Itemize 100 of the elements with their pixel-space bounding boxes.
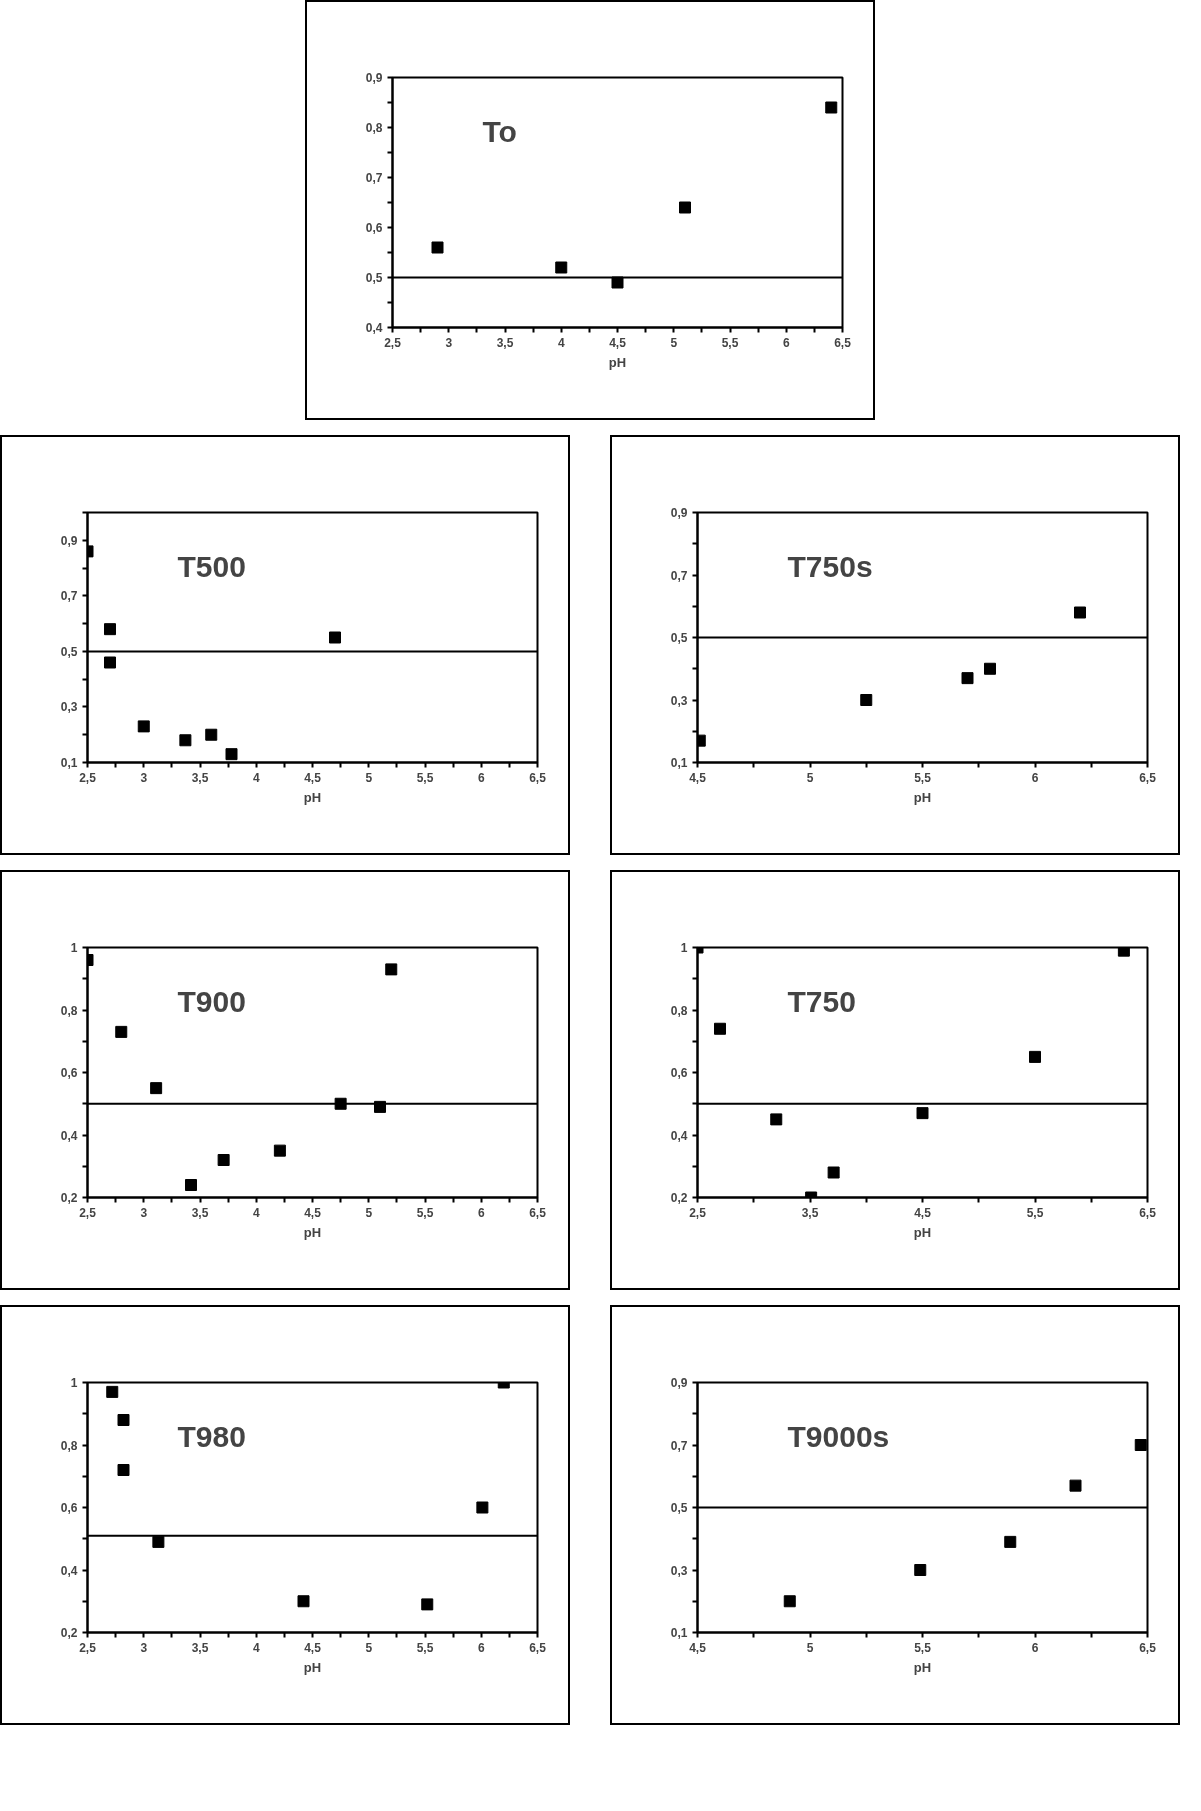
x-tick-label: 2,5: [79, 770, 97, 785]
x-tick-label: 5,5: [416, 1205, 434, 1220]
y-tick-label: 0,7: [670, 1438, 688, 1453]
text: T900: [177, 984, 246, 1018]
y-tick-label: 0,8: [60, 1438, 78, 1453]
y-tick-label: 0,2: [60, 1191, 78, 1205]
x-tick-label: 5: [806, 770, 814, 785]
x-axis-title: pH: [303, 789, 322, 805]
text: T750s: [787, 549, 873, 583]
y-tick-label: 0,5: [670, 631, 688, 645]
x-tick-label: 4,5: [304, 770, 322, 785]
x-tick-label: 4,5: [689, 1640, 707, 1655]
x-axis-title: pH: [608, 354, 627, 370]
y-tick-label: 0,6: [365, 221, 383, 235]
x-tick-label: 5: [365, 1640, 373, 1655]
x-tick-label: 4: [557, 335, 565, 350]
x-tick-label: 5,5: [721, 335, 739, 350]
y-tick-label: 0,9: [670, 1376, 688, 1390]
x-tick-label: 6,5: [529, 1640, 547, 1655]
x-tick-label: 3,5: [191, 1640, 209, 1655]
x-tick-label: 4: [252, 1640, 260, 1655]
y-tick-label: 0,9: [60, 533, 78, 548]
x-tick-label: 3,5: [496, 335, 514, 350]
x-tick-label: 2,5: [79, 1640, 97, 1655]
x-tick-label: 4,5: [914, 1205, 932, 1220]
x-tick-label: 6: [477, 770, 485, 785]
x-tick-label: 6: [477, 1205, 485, 1220]
x-tick-label: 5,5: [416, 770, 434, 785]
x-tick-label: 6,5: [1139, 1205, 1157, 1220]
y-tick-label: 0,7: [670, 568, 688, 583]
y-tick-label: 0,4: [365, 321, 383, 335]
x-tick-label: 5: [670, 335, 678, 350]
y-tick-label: 0,8: [365, 121, 383, 135]
x-tick-label: 3: [445, 335, 453, 350]
x-tick-label: 3: [140, 1640, 148, 1655]
x-tick-label: 3,5: [191, 1205, 209, 1220]
text: T500: [177, 549, 246, 583]
x-tick-label: 3: [140, 770, 148, 785]
x-tick-label: 6,5: [1139, 1640, 1157, 1655]
y-tick-label: 0,9: [365, 71, 383, 85]
y-tick-label: 0,6: [60, 1501, 78, 1515]
x-tick-label: 6,5: [529, 770, 547, 785]
x-tick-label: 4,5: [304, 1205, 322, 1220]
y-tick-label: 0,1: [670, 1626, 688, 1640]
x-tick-label: 4,5: [304, 1640, 322, 1655]
x-tick-label: 5,5: [416, 1640, 434, 1655]
y-tick-label: 0,8: [60, 1003, 78, 1018]
x-tick-label: 4,5: [689, 770, 707, 785]
y-tick-label: 0,6: [60, 1066, 78, 1080]
x-tick-label: 2,5: [79, 1205, 97, 1220]
x-tick-label: 6: [1031, 1640, 1039, 1655]
x-tick-label: 5,5: [914, 1640, 932, 1655]
y-tick-label: 0,5: [60, 644, 78, 659]
x-tick-label: 4: [252, 1205, 260, 1220]
y-tick-label: 0,1: [670, 756, 688, 770]
y-tick-label: 0,6: [670, 1066, 688, 1080]
x-axis-title: pH: [303, 1224, 322, 1240]
x-tick-label: 5,5: [914, 770, 932, 785]
y-tick-label: 0,7: [365, 171, 383, 185]
y-tick-label: 0,4: [670, 1128, 688, 1143]
x-tick-label: 6: [782, 335, 790, 350]
x-axis-title: pH: [913, 1224, 932, 1240]
x-tick-label: 2,5: [689, 1205, 707, 1220]
x-tick-label: 5: [365, 1205, 373, 1220]
y-tick-label: 0,2: [60, 1626, 78, 1640]
y-tick-label: 0,9: [670, 506, 688, 520]
x-axis-title: pH: [913, 1659, 932, 1675]
x-tick-label: 3: [140, 1205, 148, 1220]
x-axis-title: pH: [303, 1659, 322, 1675]
y-tick-label: 0,3: [670, 693, 688, 708]
y-tick-label: 0,4: [60, 1128, 78, 1143]
x-tick-label: 6: [1031, 770, 1039, 785]
x-tick-label: 6: [477, 1640, 485, 1655]
y-tick-label: 0,7: [60, 589, 78, 604]
x-tick-label: 6,5: [529, 1205, 547, 1220]
x-tick-label: 4: [252, 770, 260, 785]
text: T9000s: [787, 1419, 890, 1453]
x-tick-label: 3,5: [191, 770, 209, 785]
x-tick-label: 5: [806, 1640, 814, 1655]
x-tick-label: 5: [365, 770, 373, 785]
x-axis-title: pH: [913, 789, 932, 805]
x-tick-label: 2,5: [384, 335, 402, 350]
text: T980: [177, 1419, 246, 1453]
x-tick-label: 3,5: [801, 1205, 819, 1220]
y-tick-label: 0,5: [365, 271, 383, 285]
x-tick-label: 5,5: [1026, 1205, 1044, 1220]
y-tick-label: 0,8: [670, 1003, 688, 1018]
y-tick-label: 0,2: [670, 1191, 688, 1205]
y-tick-label: 0,4: [60, 1563, 78, 1578]
y-tick-label: 0,3: [60, 700, 78, 715]
y-tick-label: 1: [680, 941, 688, 955]
x-tick-label: 6,5: [834, 335, 852, 350]
y-tick-label: 0,1: [60, 756, 78, 770]
y-tick-label: 1: [70, 941, 78, 955]
text: T750: [787, 984, 856, 1018]
y-tick-label: 0,5: [670, 1501, 688, 1515]
x-tick-label: 6,5: [1139, 770, 1157, 785]
x-tick-label: 4,5: [609, 335, 627, 350]
y-tick-label: 0,3: [670, 1563, 688, 1578]
y-tick-label: 1: [70, 1376, 78, 1390]
